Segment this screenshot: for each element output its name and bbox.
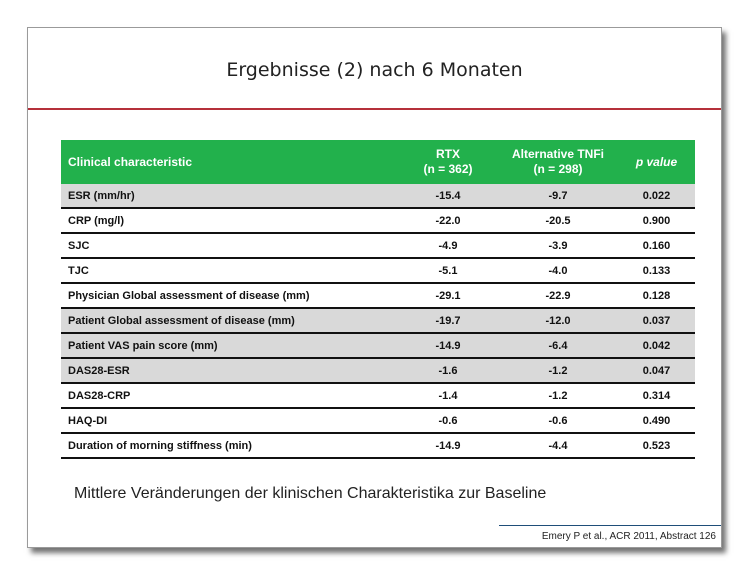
p-value: 0.523	[618, 433, 695, 459]
table-row: Patient Global assessment of disease (mm…	[61, 308, 695, 334]
p-value: 0.128	[618, 283, 695, 309]
tnfi-value: -0.6	[498, 408, 618, 434]
table-header-row: Clinical characteristic RTX (n = 362) Al…	[61, 140, 695, 184]
p-value: 0.314	[618, 383, 695, 409]
rtx-value: -4.9	[398, 233, 498, 259]
row-label: Patient VAS pain score (mm)	[61, 333, 398, 359]
row-label: SJC	[61, 233, 398, 259]
tnfi-value: -22.9	[498, 283, 618, 309]
rtx-value: -22.0	[398, 208, 498, 234]
header-alternative-tnfi: Alternative TNFi (n = 298)	[498, 140, 618, 184]
rtx-value: -0.6	[398, 408, 498, 434]
header-sublabel: (n = 298)	[533, 162, 583, 176]
row-label: DAS28-ESR	[61, 358, 398, 384]
p-value: 0.037	[618, 308, 695, 334]
table-row: DAS28-CRP -1.4 -1.2 0.314	[61, 383, 695, 409]
table-row: CRP (mg/l) -22.0 -20.5 0.900	[61, 208, 695, 234]
rtx-value: -14.9	[398, 333, 498, 359]
table-row: SJC -4.9 -3.9 0.160	[61, 233, 695, 259]
tnfi-value: -6.4	[498, 333, 618, 359]
rtx-value: -1.6	[398, 358, 498, 384]
rtx-value: -19.7	[398, 308, 498, 334]
tnfi-value: -1.2	[498, 358, 618, 384]
reference-citation: Emery P et al., ACR 2011, Abstract 126	[541, 531, 716, 542]
header-label: p value	[635, 154, 678, 169]
results-table: Clinical characteristic RTX (n = 362) Al…	[61, 140, 695, 459]
tnfi-value: -20.5	[498, 208, 618, 234]
p-value: 0.900	[618, 208, 695, 234]
table-row: DAS28-ESR -1.6 -1.2 0.047	[61, 358, 695, 384]
row-label: CRP (mg/l)	[61, 208, 398, 234]
p-value: 0.042	[618, 333, 695, 359]
slide: Ergebnisse (2) nach 6 Monaten Clinical c…	[27, 27, 722, 548]
header-label: Clinical characteristic	[68, 154, 193, 169]
p-value: 0.160	[618, 233, 695, 259]
table-row: ESR (mm/hr) -15.4 -9.7 0.022	[61, 184, 695, 209]
table-row: HAQ-DI -0.6 -0.6 0.490	[61, 408, 695, 434]
tnfi-value: -9.7	[498, 184, 618, 209]
table-row: TJC -5.1 -4.0 0.133	[61, 258, 695, 284]
header-label: Alternative TNFi	[511, 147, 604, 161]
rtx-value: -29.1	[398, 283, 498, 309]
row-label: TJC	[61, 258, 398, 284]
row-label: DAS28-CRP	[61, 383, 398, 409]
slide-title: Ergebnisse (2) nach 6 Monaten	[226, 59, 523, 81]
rtx-value: -15.4	[398, 184, 498, 209]
tnfi-value: -12.0	[498, 308, 618, 334]
slide-caption: Mittlere Veränderungen der klinischen Ch…	[74, 485, 547, 502]
row-label: HAQ-DI	[61, 408, 398, 434]
table-row: Physician Global assessment of disease (…	[61, 283, 695, 309]
row-label: Physician Global assessment of disease (…	[61, 283, 398, 309]
table-body: ESR (mm/hr) -15.4 -9.7 0.022 CRP (mg/l) -22.0…	[61, 184, 695, 459]
reference-divider	[499, 525, 721, 526]
row-label: ESR (mm/hr)	[61, 184, 398, 209]
header-label: RTX	[436, 147, 460, 161]
p-value: 0.490	[618, 408, 695, 434]
header-rtx: RTX (n = 362)	[398, 140, 498, 184]
tnfi-value: -4.4	[498, 433, 618, 459]
rtx-value: -14.9	[398, 433, 498, 459]
table-row: Patient VAS pain score (mm) -14.9 -6.4 0.04…	[61, 333, 695, 359]
header-sublabel: (n = 362)	[423, 162, 473, 176]
p-value: 0.047	[618, 358, 695, 384]
rtx-value: -1.4	[398, 383, 498, 409]
p-value: 0.022	[618, 184, 695, 209]
row-label: Patient Global assessment of disease (mm…	[61, 308, 398, 334]
title-divider	[28, 108, 721, 110]
table-row: Duration of morning stiffness (min) -14.9…	[61, 433, 695, 459]
row-label: Duration of morning stiffness (min)	[61, 433, 398, 459]
tnfi-value: -3.9	[498, 233, 618, 259]
tnfi-value: -1.2	[498, 383, 618, 409]
header-p-value: p value	[618, 140, 695, 184]
header-clinical-characteristic: Clinical characteristic	[61, 140, 398, 184]
p-value: 0.133	[618, 258, 695, 284]
tnfi-value: -4.0	[498, 258, 618, 284]
rtx-value: -5.1	[398, 258, 498, 284]
